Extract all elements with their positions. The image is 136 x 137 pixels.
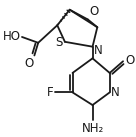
Text: O: O [24, 57, 33, 70]
Text: S: S [56, 36, 63, 49]
Text: O: O [125, 54, 134, 67]
Text: HO: HO [3, 30, 21, 43]
Text: O: O [90, 5, 99, 18]
Text: F: F [47, 86, 53, 99]
Text: N: N [93, 44, 102, 57]
Text: NH₂: NH₂ [81, 122, 104, 135]
Text: N: N [111, 86, 119, 99]
